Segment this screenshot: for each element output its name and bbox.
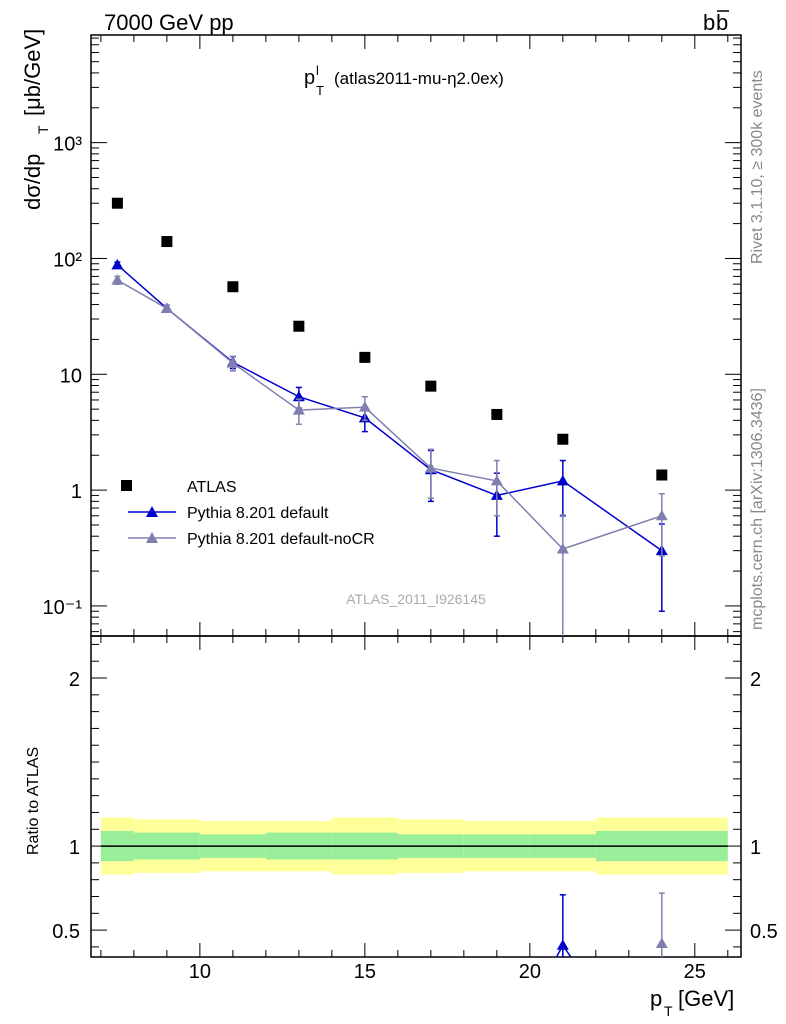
- ratio-data-point: [655, 937, 668, 949]
- x-tick-label: 15: [354, 961, 376, 983]
- ratio-y-tick-label-right: 0.5: [750, 921, 778, 943]
- legend-label-nocr: Pythia 8.201 default-noCR: [187, 531, 375, 548]
- main-ylabel: dσ/dp T [μb/GeV]: [20, 29, 51, 210]
- xlabel: p T [GeV]: [650, 986, 734, 1019]
- mc-data-point: [111, 274, 124, 285]
- plot-title: p l T (atlas2011-mu-η2.0ex): [304, 63, 504, 98]
- ratio-y-tick-label: 2: [69, 669, 80, 691]
- atlas-data-point: [161, 236, 173, 248]
- chart-marks: 10 15 20 25 10⁻¹ 1 10 10² 10³ 0.5 0.5 1 1 2 2: [43, 34, 778, 983]
- y-tick-label: 1: [71, 481, 82, 503]
- ratio-series-line: [562, 944, 572, 957]
- ratio-y-tick-label-right: 1: [750, 837, 761, 859]
- atlas-data-point: [359, 351, 371, 363]
- ylabel-main-sub: T: [35, 125, 51, 134]
- atlas-data-point: [656, 469, 668, 481]
- header-left: 7000 GeV pp: [104, 10, 234, 35]
- mc-data-point: [226, 357, 239, 368]
- header-right-bbar: b: [716, 10, 728, 35]
- mc-data-point: [424, 462, 437, 473]
- analysis-watermark: ATLAS_2011_I926145: [346, 591, 486, 607]
- ratio-y-tick-label: 1: [69, 837, 80, 859]
- mc-data-point: [111, 258, 124, 270]
- xlabel-p: p: [650, 986, 662, 1011]
- title-sub: T: [316, 83, 324, 98]
- mc-data-point: [358, 401, 371, 412]
- atlas-data-point: [425, 380, 437, 392]
- legend-label-atlas: ATLAS: [187, 479, 237, 496]
- mc-data-point: [556, 543, 569, 554]
- main-series-group: [111, 197, 668, 636]
- x-tick-label: 25: [684, 961, 706, 983]
- rivet-label: Rivet 3.1.10, ≥ 300k events: [749, 70, 766, 264]
- atlas-data-point: [491, 408, 503, 420]
- x-tick-label: 20: [519, 961, 541, 983]
- ratio-series-group: [555, 892, 668, 957]
- y-tick-label: 10³: [53, 134, 82, 156]
- legend-marker-default: [146, 506, 158, 517]
- mcplots-label: mcplots.cern.ch [arXiv:1306.3436]: [749, 388, 766, 630]
- ratio-y-tick-label-right: 2: [750, 669, 761, 691]
- legend-label-default: Pythia 8.201 default: [187, 505, 329, 522]
- legend-marker-nocr: [146, 532, 158, 543]
- mc-data-point: [490, 474, 503, 486]
- atlas-data-point: [111, 197, 123, 209]
- atlas-data-point: [293, 320, 305, 332]
- y-tick-label: 10⁻¹: [43, 597, 83, 619]
- x-tick-label: 10: [189, 961, 211, 983]
- title-p: p: [304, 67, 315, 89]
- legend-marker-atlas: [121, 480, 132, 491]
- ylabel-main-unit: [μb/GeV]: [20, 29, 45, 116]
- ratio-data-point: [556, 939, 569, 950]
- xlabel-sub: T: [664, 1003, 673, 1019]
- ratio-frame: [90, 635, 742, 958]
- y-tick-label: 10: [60, 365, 82, 387]
- legend: ATLAS Pythia 8.201 default Pythia 8.201 …: [121, 479, 375, 548]
- title-sup: l: [316, 63, 319, 78]
- mc-data-point: [292, 404, 305, 415]
- title-rest: (atlas2011-mu-η2.0ex): [334, 69, 504, 88]
- ylabel-main-text: dσ/dp: [20, 154, 45, 210]
- ratio-y-tick-label: 0.5: [52, 921, 80, 943]
- ratio-ylabel: Ratio to ATLAS: [25, 747, 42, 855]
- y-tick-label: 10²: [53, 249, 82, 271]
- mc-data-point: [556, 474, 569, 486]
- xlabel-unit: [GeV]: [678, 986, 734, 1011]
- atlas-data-point: [227, 281, 239, 293]
- header-right-b: b: [703, 10, 715, 35]
- mc-data-point: [160, 302, 173, 313]
- ratio-series-line: [555, 944, 564, 957]
- atlas-data-point: [557, 433, 569, 445]
- mc-data-point: [655, 509, 668, 521]
